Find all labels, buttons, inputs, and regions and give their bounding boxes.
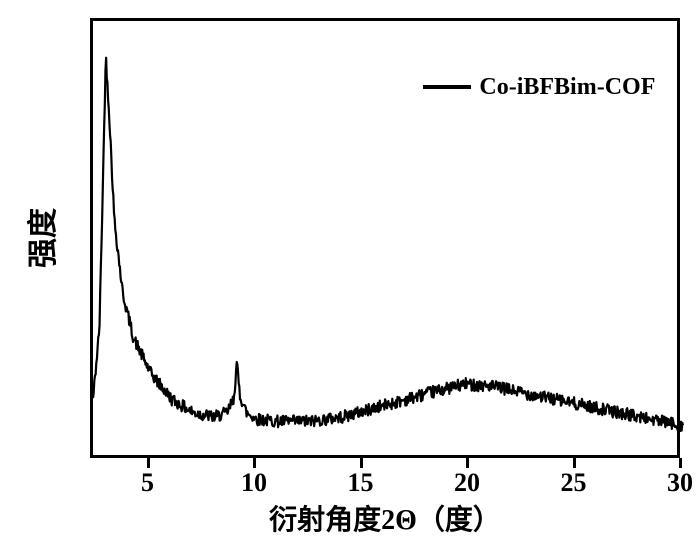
x-tick-mark [573,458,576,468]
x-tick-label: 30 [667,468,693,498]
plot-area: Co-iBFBim-COF [90,18,680,458]
legend: Co-iBFBim-COF [423,74,655,101]
x-tick-mark [253,458,256,468]
x-tick-label: 20 [454,468,480,498]
x-tick-label: 15 [348,468,374,498]
x-tick-mark [679,458,682,468]
x-tick-mark [360,458,363,468]
x-tick-label: 5 [141,468,154,498]
x-tick-label: 10 [241,468,267,498]
x-axis-label: 衍射角度2Θ（度） [245,498,525,538]
x-tick-mark [466,458,469,468]
x-tick-mark [147,458,150,468]
legend-label: Co-iBFBim-COF [479,74,655,101]
x-tick-label: 25 [561,468,587,498]
y-axis-label: 强度 [18,208,62,268]
xrd-figure: Co-iBFBim-COF 强度 衍射角度2Θ（度） 5 10 15 20 25 30 [0,0,697,539]
xrd-series-line [93,58,683,431]
legend-line-sample [423,85,471,89]
